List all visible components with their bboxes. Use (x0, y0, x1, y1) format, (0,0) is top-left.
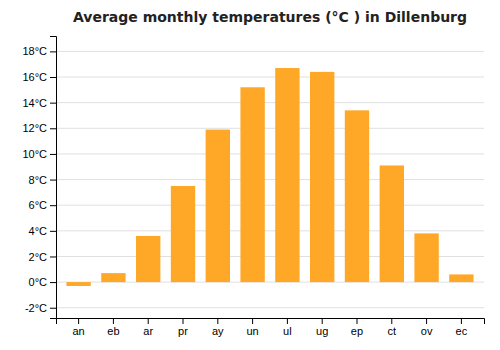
bar (101, 273, 125, 282)
grid-line (56, 179, 484, 180)
y-tick: 8°C (29, 174, 56, 186)
x-tick-mark (252, 318, 253, 324)
bar (449, 274, 473, 282)
x-tick-mark (322, 318, 323, 324)
x-tick: un (246, 318, 258, 337)
x-tick-label: ec (456, 325, 468, 337)
x-tick: ep (351, 318, 363, 337)
x-tick: an (72, 318, 84, 337)
x-tick-label: ov (421, 325, 433, 337)
y-tick-label: 4°C (29, 225, 48, 237)
y-tick: 6°C (29, 199, 56, 211)
y-tick-mark (50, 180, 56, 181)
y-tick-mark (50, 128, 56, 129)
y-axis: -2°C 0°C 2°C 4°C 6°C 8°C 10°C 12°C 14°C 16°C 18°C (22, 37, 56, 319)
y-tick: 10°C (22, 148, 56, 160)
y-tick-label: 18°C (22, 45, 47, 57)
grid-line (56, 205, 484, 206)
y-tick-label: 16°C (22, 71, 47, 83)
grid-line (56, 153, 484, 154)
x-tick-label: ay (212, 325, 224, 337)
x-tick-mark (217, 318, 218, 324)
bar (66, 282, 90, 286)
x-tick-label: eb (107, 325, 119, 337)
y-tick: 2°C (29, 250, 56, 262)
y-tick-mark (50, 77, 56, 78)
y-tick-mark (50, 103, 56, 104)
chart: -2°C 0°C 2°C 4°C 6°C 8°C 10°C 12°C 14°C 16°C 18°C a… (0, 0, 500, 350)
bar (275, 68, 299, 282)
y-tick: 0°C (29, 276, 56, 288)
y-tick: 14°C (22, 97, 56, 109)
x-tick: ct (388, 318, 397, 337)
title: Average monthly temperatures (°C ) in Di… (73, 9, 467, 25)
y-tick: 16°C (22, 71, 56, 83)
grid-line (56, 307, 484, 308)
x-tick-label: ul (283, 325, 292, 337)
y-tick-mark (50, 256, 56, 257)
y-tick-label: 2°C (29, 250, 48, 262)
grid-line (56, 230, 484, 231)
grid-line (56, 128, 484, 129)
x-tick-mark (113, 318, 114, 324)
y-tick-label: 6°C (29, 199, 48, 211)
bar (345, 110, 369, 282)
x-tick-mark (287, 318, 288, 324)
grid-line (56, 51, 484, 52)
grid-line (56, 77, 484, 78)
bar (171, 186, 195, 282)
x-tick: ar (143, 318, 153, 337)
grid (56, 51, 484, 307)
y-tick-label: 10°C (22, 148, 47, 160)
x-tick-label: ct (388, 325, 397, 337)
x-tick-label: ar (143, 325, 153, 337)
y-tick-label: 14°C (22, 97, 47, 109)
x-tick: ug (316, 318, 328, 337)
x-axis: an eb ar pr ay un ul ug ep ct ov ec (57, 318, 485, 337)
y-tick-mark (50, 205, 56, 206)
y-tick: 18°C (22, 45, 56, 57)
y-tick-mark (50, 282, 56, 283)
y-axis-line (50, 37, 57, 319)
bars (66, 68, 473, 286)
x-tick-label: pr (178, 325, 188, 337)
x-tick: ul (283, 318, 292, 337)
x-tick-mark (391, 318, 392, 324)
y-tick: 4°C (29, 225, 56, 237)
x-tick-mark (461, 318, 462, 324)
bar (136, 236, 160, 282)
x-axis-line (57, 319, 485, 325)
bar (414, 233, 438, 282)
x-tick-label: an (72, 325, 84, 337)
y-tick-mark (50, 51, 56, 52)
x-tick-mark (148, 318, 149, 324)
y-tick-label: -2°C (25, 302, 47, 314)
y-tick-label: 12°C (22, 122, 47, 134)
x-tick-label: ep (351, 325, 363, 337)
y-tick: 12°C (22, 122, 56, 134)
x-tick-mark (356, 318, 357, 324)
grid-line (56, 102, 484, 103)
x-tick: eb (107, 318, 119, 337)
x-tick-mark (426, 318, 427, 324)
x-tick-label: ug (316, 325, 328, 337)
y-tick-mark (50, 154, 56, 155)
x-tick: pr (178, 318, 188, 337)
y-tick: -2°C (25, 302, 56, 314)
x-tick-mark (78, 318, 79, 324)
bar (206, 130, 230, 283)
y-tick-mark (50, 231, 56, 232)
y-tick-label: 0°C (29, 276, 48, 288)
x-tick: ay (212, 318, 224, 337)
y-tick-mark (50, 308, 56, 309)
plot-area: -2°C 0°C 2°C 4°C 6°C 8°C 10°C 12°C 14°C 16°C 18°C a… (22, 37, 484, 337)
x-tick-mark (183, 318, 184, 324)
bar (380, 165, 404, 282)
x-tick: ov (421, 318, 433, 337)
x-tick-label: un (246, 325, 258, 337)
bar (310, 72, 334, 282)
x-tick: ec (456, 318, 468, 337)
bar (240, 87, 264, 282)
y-tick-label: 8°C (29, 174, 48, 186)
